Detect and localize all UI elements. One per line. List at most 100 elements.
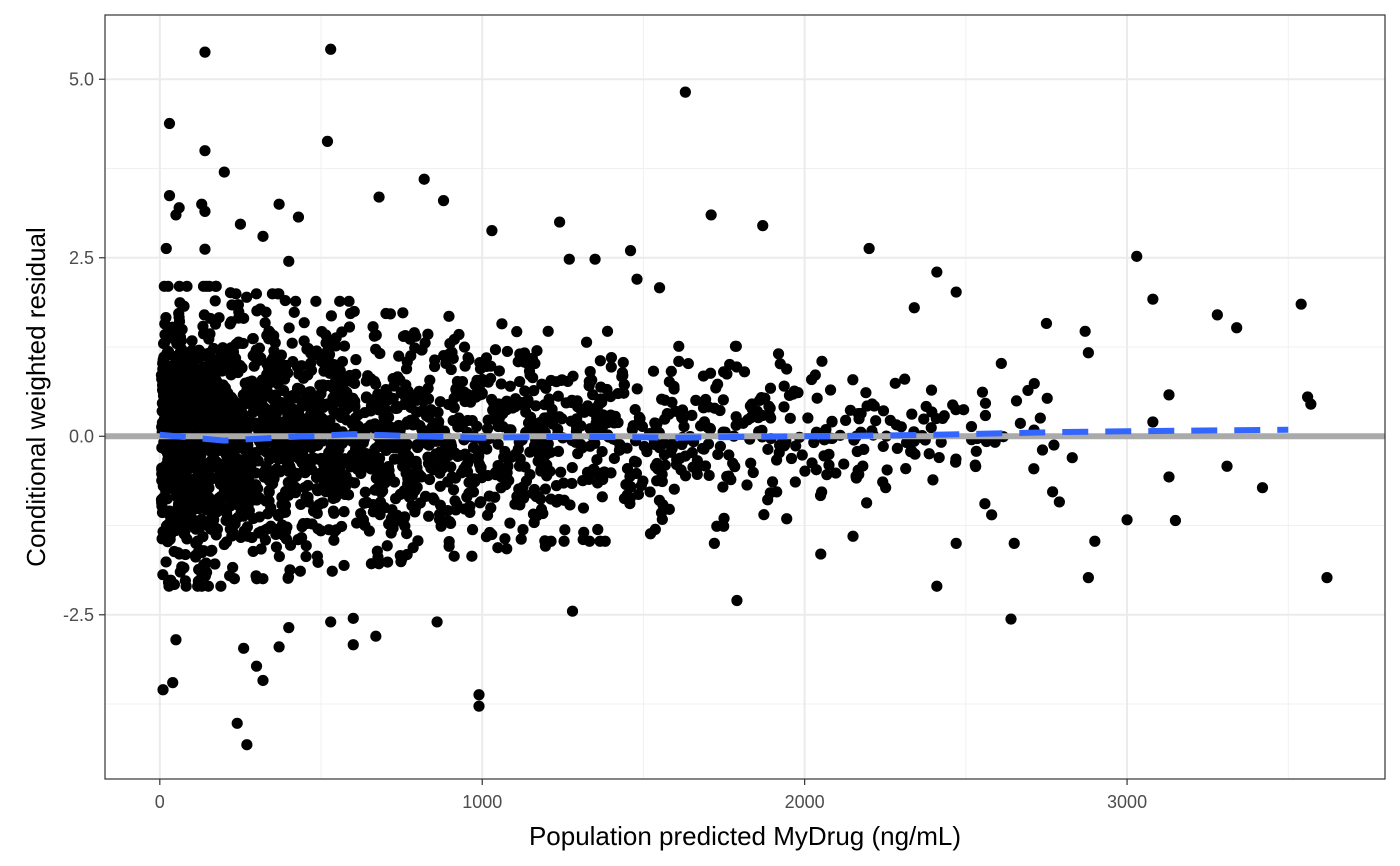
- data-point: [210, 417, 222, 429]
- data-point: [676, 411, 688, 424]
- data-point: [880, 482, 892, 494]
- data-point: [738, 366, 751, 378]
- data-point: [818, 450, 830, 462]
- data-point: [485, 360, 497, 372]
- data-point: [861, 497, 873, 509]
- y-axis: 5.0 2.5 0.0 -2.5: [63, 69, 105, 625]
- data-point: [181, 280, 193, 292]
- data-point: [370, 329, 382, 341]
- data-point: [965, 420, 978, 433]
- data-point: [617, 356, 629, 369]
- data-point: [594, 535, 606, 547]
- data-point: [466, 524, 479, 536]
- data-point: [778, 380, 790, 392]
- data-point: [260, 446, 272, 458]
- data-point: [163, 517, 175, 530]
- data-point: [384, 308, 396, 320]
- data-point: [605, 361, 617, 373]
- data-point: [518, 492, 530, 504]
- data-point: [663, 376, 675, 388]
- data-point: [539, 483, 552, 495]
- data-point: [258, 376, 270, 388]
- data-point: [230, 494, 242, 507]
- data-point: [519, 385, 531, 397]
- data-point: [284, 564, 296, 576]
- data-point: [358, 497, 370, 509]
- data-point: [764, 382, 777, 394]
- data-point: [184, 504, 196, 516]
- data-point: [259, 524, 271, 536]
- data-point: [703, 469, 715, 482]
- data-point: [198, 389, 210, 401]
- data-point: [259, 317, 271, 329]
- data-point: [979, 498, 991, 510]
- data-point: [367, 506, 379, 518]
- data-point: [495, 378, 507, 390]
- data-point: [419, 337, 431, 349]
- data-point: [166, 440, 178, 452]
- data-point: [336, 326, 348, 338]
- data-point: [157, 684, 169, 696]
- data-point: [373, 459, 385, 471]
- data-point: [250, 344, 262, 356]
- data-point: [279, 294, 291, 307]
- data-point: [350, 368, 362, 381]
- data-point: [758, 509, 770, 521]
- data-point: [731, 594, 743, 607]
- data-point: [742, 414, 754, 426]
- data-point: [321, 135, 334, 147]
- data-point: [217, 458, 230, 470]
- data-point: [218, 467, 230, 479]
- data-point: [328, 507, 340, 519]
- data-point: [518, 356, 531, 368]
- data-point: [532, 490, 544, 503]
- data-point: [394, 422, 406, 434]
- data-point: [254, 303, 266, 315]
- data-point: [473, 700, 485, 712]
- data-point: [225, 482, 237, 494]
- data-point: [163, 190, 176, 202]
- data-point: [466, 550, 478, 562]
- data-point: [168, 374, 180, 386]
- data-point: [469, 476, 481, 488]
- x-tick-label: 3000: [1107, 792, 1147, 812]
- data-point: [528, 385, 540, 397]
- data-point: [210, 529, 222, 541]
- data-point: [257, 230, 269, 242]
- data-point: [655, 507, 668, 519]
- data-point: [792, 387, 804, 399]
- data-point: [485, 502, 497, 514]
- data-point: [847, 530, 859, 542]
- data-point: [630, 467, 643, 480]
- data-point: [321, 336, 333, 349]
- data-point: [546, 403, 558, 415]
- data-point: [717, 481, 729, 493]
- data-point: [889, 377, 901, 389]
- data-point: [718, 512, 730, 524]
- data-point: [215, 580, 227, 592]
- data-point: [199, 480, 211, 492]
- data-point: [382, 556, 394, 568]
- data-point: [271, 406, 283, 419]
- data-point: [1221, 460, 1233, 472]
- data-point: [899, 373, 911, 385]
- data-point: [372, 483, 384, 495]
- data-point: [638, 440, 650, 453]
- data-point: [338, 340, 351, 352]
- data-point: [184, 363, 196, 376]
- data-point: [394, 488, 406, 500]
- data-point: [209, 558, 221, 570]
- data-point: [635, 479, 647, 492]
- data-point: [555, 466, 567, 478]
- data-point: [360, 375, 372, 387]
- data-point: [563, 253, 575, 265]
- data-point: [595, 381, 607, 393]
- data-point: [906, 445, 918, 457]
- data-point: [478, 469, 490, 481]
- data-point: [162, 280, 174, 292]
- data-point: [385, 393, 397, 405]
- data-point: [431, 616, 443, 628]
- x-tick-label: 2000: [785, 792, 825, 812]
- data-point: [652, 463, 664, 475]
- data-point: [230, 288, 242, 300]
